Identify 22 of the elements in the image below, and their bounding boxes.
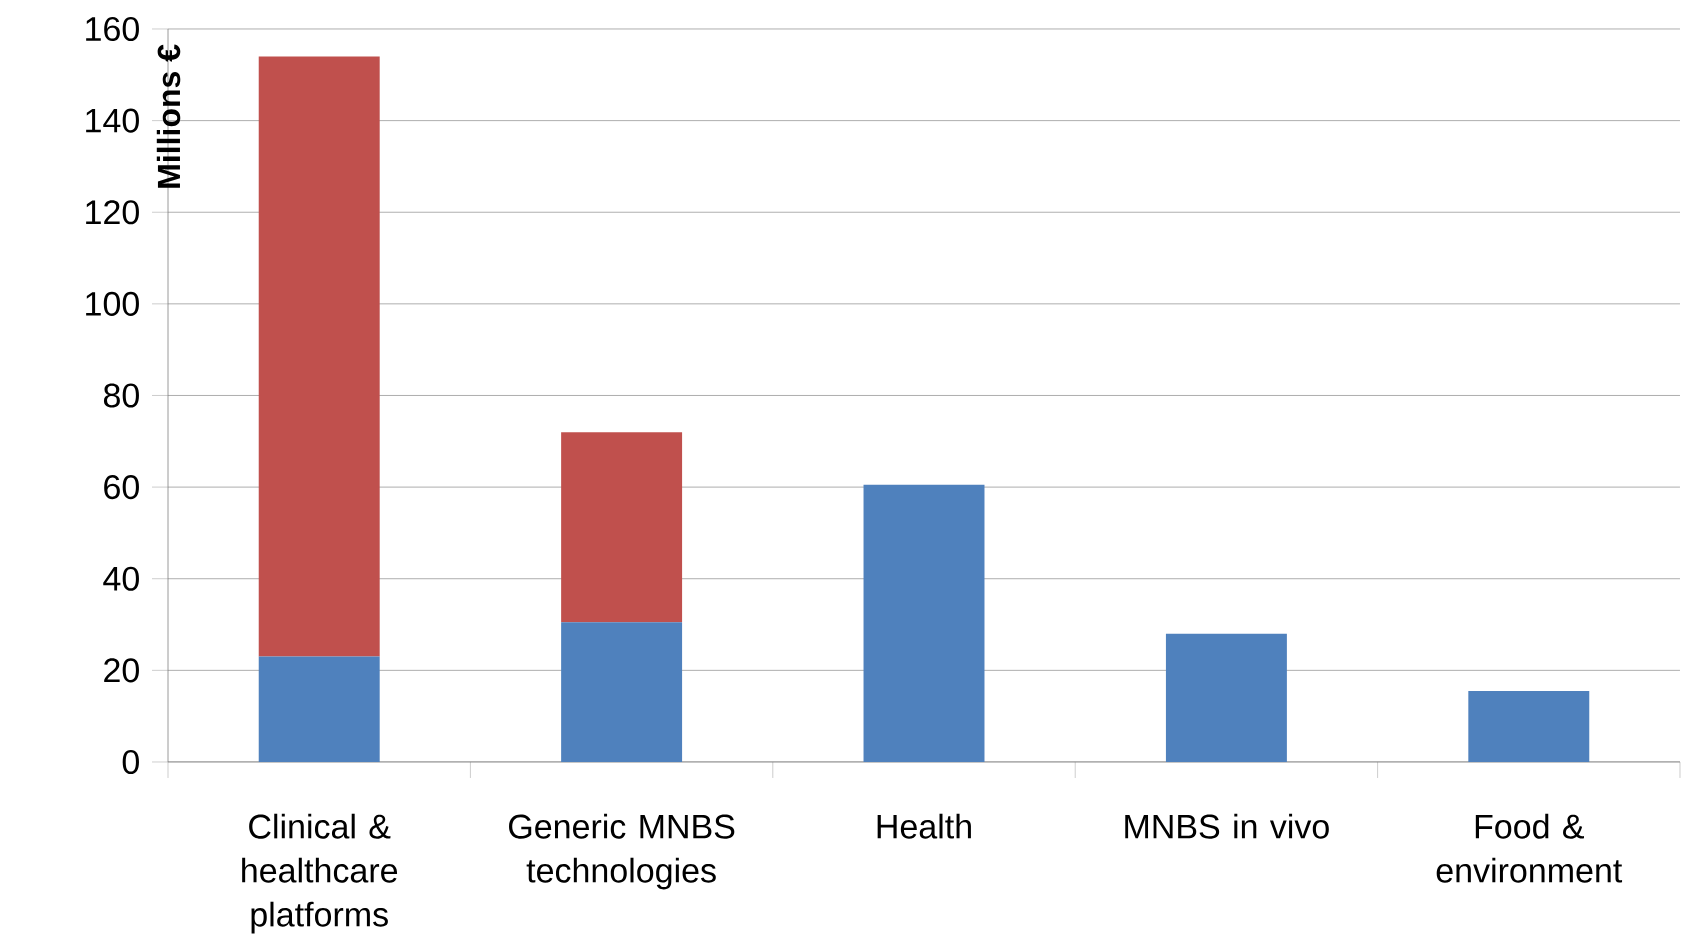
y-tick-label: 160 [86, 17, 139, 42]
x-tick-label: MNBS in vivo [1125, 813, 1329, 839]
y-tick-label: 80 [103, 383, 139, 408]
bar [1165, 633, 1287, 763]
x-tick-label: Clinical & healthcare platforms [242, 813, 398, 934]
y-tick-label: 100 [86, 291, 139, 317]
y-tick-label: 20 [104, 658, 139, 683]
y-tick-label: 0 [122, 750, 139, 775]
y-tick-label: 140 [86, 108, 139, 133]
bar [561, 622, 683, 763]
x-tick-label: Food & environment [1436, 813, 1623, 883]
bar [561, 432, 683, 623]
bar [258, 56, 380, 657]
y-tick-label: 40 [103, 566, 139, 591]
x-tick-label: Generic MNBS technologies [509, 813, 735, 890]
x-tick-label: Health [877, 813, 971, 839]
y-tick-label: 120 [86, 200, 139, 225]
bar [1468, 691, 1590, 763]
bar [863, 484, 985, 763]
bar [258, 656, 380, 763]
y-tick-label: 60 [104, 475, 139, 500]
y-axis-title: Millions € [156, 44, 181, 188]
